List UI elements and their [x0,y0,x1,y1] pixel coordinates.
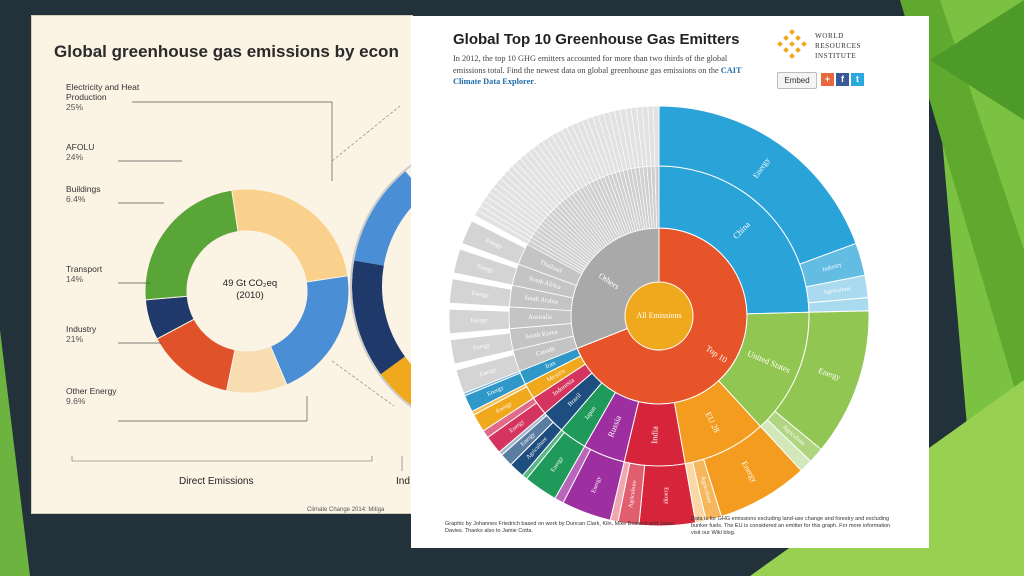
label-afolu-name: AFOLU [66,142,95,152]
label-industry-pct: 21% [66,334,84,344]
donut-center-line1: 49 Gt CO₂eq [222,278,278,289]
secondary-ring-slice [380,356,412,406]
label-transport-pct: 14% [66,274,84,284]
wri-line-1: WORLD [815,32,844,40]
other-country-label-saudi-arabia: Saudi Arabia [524,294,559,305]
credit-left: Graphic by Johannes Friedrich based on w… [445,521,675,534]
description-text: In 2012, the top 10 GHG emitters account… [453,54,728,75]
sector-label-india-energy: Energy [662,487,669,504]
label-industry-name: Industry [66,324,97,334]
indirect-emissions-label: Ind [396,476,410,487]
label-transport: Transport 14% [66,264,102,284]
label-buildings-pct: 6.4% [66,194,86,204]
secondary-ring-slice [352,260,405,375]
other-sector-label: Energy [471,291,489,299]
other-country-label-australia: Australia [528,314,552,321]
other-sector-slice [455,354,521,394]
facebook-icon[interactable]: f [836,73,849,86]
country-label-india: India [649,426,660,444]
label-buildings-name: Buildings [66,184,101,194]
left-chart-title: Global greenhouse gas emissions by econ [54,42,399,61]
connector-line [331,360,395,407]
direct-emissions-label: Direct Emissions [179,476,254,487]
source-note: Climate Change 2014: Mitiga [307,507,385,513]
wri-line-3: INSTITUTE [815,52,857,60]
label-industry: Industry 21% [66,324,96,344]
embed-button[interactable]: Embed [777,72,817,89]
twitter-icon[interactable]: t [851,73,864,86]
right-chart-panel: Global Top 10 Greenhouse Gas Emitters In… [411,16,929,548]
donut-slice-afolu [144,189,239,301]
other-sector-slice [448,308,510,335]
donut-slice-electricity-and-heat-production [231,188,349,283]
wri-line-2: RESOURCES [815,42,862,50]
secondary-ring-slice [354,171,412,266]
other-sector-slice [461,220,526,265]
donut-center-label: 49 Gt CO₂eq (2010) [200,278,300,302]
description-end: . [533,77,537,86]
label-electricity-name: Electricity and Heat Production [66,82,140,102]
sector-label-china-industry: Industry [822,262,843,273]
other-sector-slice [653,105,660,167]
other-sector-label: Energy [470,318,487,324]
label-other-energy-name: Other Energy [66,386,117,396]
share-plus-icon[interactable]: + [821,73,834,86]
other-sector-slice [453,248,518,286]
sunburst-center [625,282,693,350]
right-chart-description: In 2012, the top 10 GHG emitters account… [453,53,761,88]
label-other-energy-pct: 9.6% [66,396,86,406]
label-other-energy: Other Energy 9.6% [66,386,126,406]
other-sector-label: Energy [479,367,497,378]
label-electricity-pct: 25% [66,102,84,112]
wri-logo-text: WORLD RESOURCES INSTITUTE [815,31,861,61]
other-sector-slice [449,332,514,365]
sunburst-center-label: All Emissions [636,311,681,320]
sector-label-india-agriculture: Agriculture [628,480,638,509]
cait-link[interactable]: CAIT Climate Data Explorer [453,65,742,87]
other-sector-label: Energy [473,343,491,352]
other-sector-slice [448,278,512,308]
donut-center-line2: (2010) [236,290,264,301]
leader-line [192,101,333,181]
right-chart-title: Global Top 10 Greenhouse Gas Emitters [453,31,740,48]
wri-logo-icon [777,29,807,59]
label-afolu: AFOLU 24% [66,142,94,162]
credit-right: Data is for GHG emissions excluding land… [691,516,891,536]
label-electricity: Electricity and Heat Production 25% [66,82,166,112]
connector-line [331,105,401,162]
label-afolu-pct: 24% [66,152,84,162]
left-chart-panel: Global greenhouse gas emissions by econ … [32,16,412,513]
label-transport-name: Transport [66,264,103,274]
country-label-iran: Iran [544,359,557,370]
sector-label-russia-energy: Energy [591,476,603,494]
other-sector-label: Energy [476,264,494,275]
sector-label-china-agriculture: Agriculture [823,286,852,296]
left-donut-chart [71,101,412,471]
label-buildings: Buildings 6.4% [66,184,101,204]
